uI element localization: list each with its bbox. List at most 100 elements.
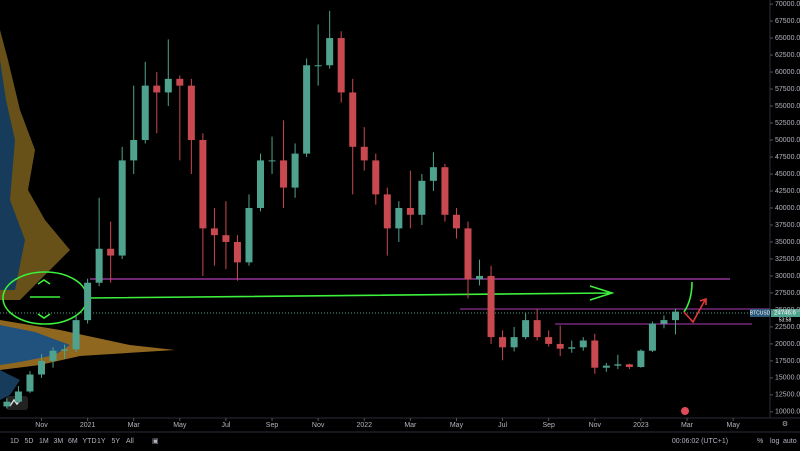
range-button[interactable]: 3M [54, 438, 64, 445]
scale-option[interactable]: log [770, 438, 779, 445]
y-tick-label: 42500.0 [775, 188, 800, 195]
x-tick-label: Nov [312, 422, 325, 429]
y-tick-label: 30000.0 [775, 273, 800, 280]
y-tick-label: 27500.0 [775, 290, 800, 297]
calendar-icon[interactable]: ▣ [152, 438, 159, 445]
annotation [2, 271, 707, 325]
y-tick-label: 35000.0 [775, 239, 800, 246]
y-tick-label: 17500.0 [775, 358, 800, 365]
candle-body [487, 275, 495, 338]
candle-body [579, 340, 587, 348]
candle-body [395, 207, 403, 229]
candle-body [326, 38, 334, 66]
candle-body [522, 320, 530, 338]
x-tick-label: Jul [498, 422, 507, 429]
y-tick-label: 15000.0 [775, 375, 800, 382]
x-tick-label: Sep [542, 422, 555, 429]
range-button[interactable]: 5Y [112, 438, 121, 445]
candle-body [660, 320, 668, 324]
x-tick-label: Mar [404, 422, 417, 429]
candle-body [141, 85, 149, 141]
y-tick-label: 25000.0 [775, 307, 800, 314]
scale-option[interactable]: % [757, 438, 763, 445]
x-tick-label: Mar [128, 422, 141, 429]
candle-body [625, 364, 633, 368]
candle-body [429, 167, 437, 181]
settings-icon[interactable]: ⚙ [782, 420, 788, 428]
range-button[interactable]: 6M [68, 438, 78, 445]
candle-body [314, 65, 322, 67]
candle-body [118, 160, 126, 256]
candle-body [107, 248, 115, 256]
candle-body [61, 349, 69, 351]
candle-body [499, 337, 507, 348]
x-tick-label: 2021 [80, 422, 96, 429]
candle-body [95, 248, 103, 283]
candle-body [671, 311, 679, 321]
candle-body [648, 323, 656, 351]
candle-body [637, 350, 645, 368]
range-button[interactable]: 1M [39, 438, 49, 445]
candle-body [464, 228, 472, 280]
x-tick-label: May [450, 422, 464, 429]
candle-body [360, 146, 368, 161]
x-tick-label: 2023 [633, 422, 649, 429]
x-tick-label: May [726, 422, 740, 429]
candle-body [257, 160, 265, 208]
candle-body [37, 360, 45, 375]
y-tick-label: 32500.0 [775, 256, 800, 263]
candle-body [556, 343, 564, 349]
symbol-badge [750, 309, 770, 317]
range-button[interactable]: 1Y [97, 438, 106, 445]
candle-body [591, 340, 599, 368]
candle-body [383, 194, 391, 229]
x-tick-label: Jul [221, 422, 230, 429]
countdown: 53:58 [779, 317, 792, 323]
symbol-label: BTCUSD [750, 310, 771, 316]
candle-body [84, 282, 92, 321]
candle-body [614, 364, 622, 366]
candle-body [176, 78, 184, 86]
x-tick-label: Nov [589, 422, 602, 429]
candle-body [441, 167, 449, 215]
candle-body [26, 374, 34, 392]
y-tick-label: 67500.0 [775, 18, 800, 25]
candle-body [545, 337, 553, 344]
candle-body [280, 160, 288, 188]
candle-body [3, 401, 11, 407]
candle-body [452, 214, 460, 229]
event-icon[interactable] [681, 407, 689, 415]
candle-body [418, 180, 426, 215]
y-tick-label: 20000.0 [775, 341, 800, 348]
range-button[interactable]: All [126, 438, 134, 445]
y-tick-label: 60000.0 [775, 69, 800, 76]
candle-body [303, 65, 311, 154]
y-tick-label: 10000.0 [775, 409, 800, 416]
candle-body [222, 235, 230, 242]
range-button[interactable]: YTD [83, 438, 97, 445]
candle-body [349, 92, 357, 147]
candle-body [533, 320, 541, 338]
y-tick-label: 50000.0 [775, 137, 800, 144]
range-button[interactable]: 1D [10, 438, 19, 445]
candle-body [245, 207, 253, 263]
price-badge [771, 309, 800, 317]
candle-body [199, 140, 207, 229]
y-tick-label: 55000.0 [775, 103, 800, 110]
candle-body [233, 241, 241, 263]
candle-body [72, 320, 80, 350]
candle-body [153, 85, 161, 93]
y-tick-label: 65000.0 [775, 35, 800, 42]
x-tick-label: Mar [681, 422, 694, 429]
y-tick-label: 62500.0 [775, 52, 800, 59]
y-tick-label: 70000.0 [775, 1, 800, 8]
y-tick-label: 12500.0 [775, 392, 800, 399]
candle-body [14, 391, 22, 402]
scale-option[interactable]: auto [783, 438, 797, 445]
candle-body [187, 85, 195, 141]
range-button[interactable]: 5D [25, 438, 34, 445]
y-tick-label: 40000.0 [775, 205, 800, 212]
candle-body [602, 365, 610, 368]
y-tick-label: 22500.0 [775, 324, 800, 331]
